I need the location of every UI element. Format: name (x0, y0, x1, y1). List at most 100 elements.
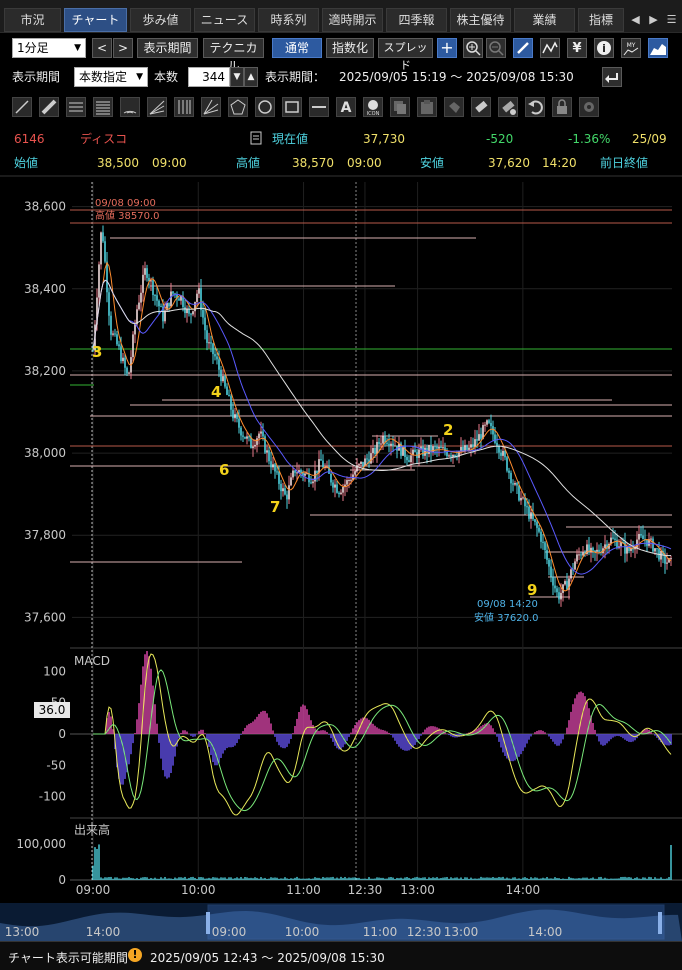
tab-market[interactable]: 市況 (4, 8, 61, 32)
reset-icon[interactable] (602, 67, 622, 87)
macd-bar (566, 727, 568, 734)
volume-bar (576, 878, 578, 880)
tab-indicators[interactable]: 指標 (578, 8, 624, 32)
volume-bar (408, 877, 410, 880)
volume-bar (94, 847, 96, 880)
macd-bar (248, 723, 250, 734)
macd-bar (296, 718, 298, 734)
horizontal-line-icon[interactable] (309, 97, 329, 117)
hand-icon[interactable] (444, 97, 464, 117)
macd-bar (578, 692, 580, 734)
yen-icon[interactable]: ¥ (567, 38, 587, 58)
prev-button[interactable]: < (92, 38, 112, 58)
menu-icon[interactable]: ☰ (666, 13, 677, 26)
tab-disclosure[interactable]: 適時開示 (322, 8, 383, 32)
area-chart-icon[interactable] (648, 38, 668, 58)
volume-bar (234, 878, 236, 880)
zoom-in-icon[interactable] (463, 38, 483, 58)
volume-bar (434, 877, 436, 880)
overview-right-handle[interactable] (658, 912, 662, 934)
fib-arc-icon[interactable] (120, 97, 140, 117)
fib-retracement-icon[interactable] (93, 97, 113, 117)
normal-button[interactable]: 通常 (272, 38, 322, 58)
technical-button[interactable]: テクニカル (203, 38, 264, 73)
macd-bar (290, 734, 292, 739)
chevron-right-icon[interactable]: ▶ (649, 13, 658, 26)
copy-icon[interactable] (390, 97, 410, 117)
candle-body (402, 445, 404, 456)
period-button[interactable]: 表示期間 (137, 38, 198, 58)
volume-bar (364, 878, 366, 880)
add-icon[interactable]: + (437, 38, 457, 58)
candle-body (118, 344, 120, 347)
macd-bar (116, 734, 118, 768)
gann-fan-icon[interactable] (201, 97, 221, 117)
eraser-all-icon[interactable] (498, 97, 518, 117)
candle-body (628, 546, 630, 551)
candle-body (634, 547, 636, 550)
line-tool-icon[interactable] (12, 97, 32, 117)
candle-body (126, 367, 128, 374)
price-chart[interactable]: 38,600 38,400 38,200 38,000 37,800 37,600 09:… (0, 0, 682, 941)
pentagon-icon[interactable] (228, 97, 248, 117)
macd-bar (180, 732, 182, 734)
macd-bar (430, 726, 432, 734)
volume-bar (248, 878, 250, 880)
spread-button[interactable]: スプレッド (378, 38, 433, 72)
wave-label: 2 (443, 421, 453, 439)
candle-body (364, 458, 366, 466)
volume-bar (650, 877, 652, 880)
paste-icon[interactable] (417, 97, 437, 117)
volume-bar (458, 878, 460, 880)
fan-lines-icon[interactable] (147, 97, 167, 117)
period-mode-select[interactable]: 本数指定 ▼ (74, 67, 148, 87)
lock-icon[interactable] (552, 97, 572, 117)
tab-timeseries[interactable]: 時系列 (258, 8, 319, 32)
candle-body (298, 470, 300, 473)
tab-earnings[interactable]: 業績 (514, 8, 575, 32)
candle-body (460, 446, 462, 452)
settings-gear-icon[interactable] (579, 97, 599, 117)
stamp-icon[interactable]: ICON (363, 97, 383, 117)
rectangle-icon[interactable] (282, 97, 302, 117)
tab-shikiho[interactable]: 四季報 (386, 8, 447, 32)
count-input[interactable]: 344 (188, 67, 230, 87)
eraser-icon[interactable] (471, 97, 491, 117)
count-up-icon[interactable]: ▲ (244, 67, 258, 87)
chevron-left-icon[interactable]: ◀ (631, 13, 640, 26)
macd-bar (152, 685, 154, 734)
count-down-icon[interactable]: ▼ (230, 67, 244, 87)
tab-news[interactable]: ニュース (194, 8, 255, 32)
candle-body (542, 541, 544, 543)
tab-chart[interactable]: チャート (64, 8, 127, 32)
candle-body (516, 483, 518, 486)
volume-bar (346, 878, 348, 880)
candle-body (178, 298, 180, 301)
info-icon[interactable]: i (594, 38, 614, 58)
index-button[interactable]: 指数化 (326, 38, 374, 58)
overview-left-handle[interactable] (206, 912, 210, 934)
candle-body (346, 480, 348, 485)
horizontal-lines-icon[interactable] (66, 97, 86, 117)
text-tool-icon[interactable]: A (336, 97, 356, 117)
next-button[interactable]: > (113, 38, 133, 58)
macd-bar (286, 734, 288, 747)
candle-body (570, 569, 572, 579)
circle-icon[interactable] (255, 97, 275, 117)
volume-bar (470, 877, 472, 880)
trend-chart-icon[interactable] (540, 38, 560, 58)
candle-body (544, 542, 546, 551)
candle-body (286, 494, 288, 500)
interval-select[interactable]: 1分足 ▼ (12, 38, 86, 58)
candle-body (548, 559, 550, 567)
overview-selection[interactable] (207, 904, 665, 940)
tab-benefits[interactable]: 株主優待 (450, 8, 511, 32)
zoom-out-icon[interactable] (486, 38, 506, 58)
document-icon[interactable] (250, 131, 262, 148)
ruler-tool-icon[interactable] (39, 97, 59, 117)
tab-ticks[interactable]: 歩み値 (130, 8, 191, 32)
undo-icon[interactable] (525, 97, 545, 117)
vertical-lines-icon[interactable] (174, 97, 194, 117)
my-chart-icon[interactable]: MY (621, 38, 641, 58)
pen-icon[interactable] (513, 38, 533, 58)
